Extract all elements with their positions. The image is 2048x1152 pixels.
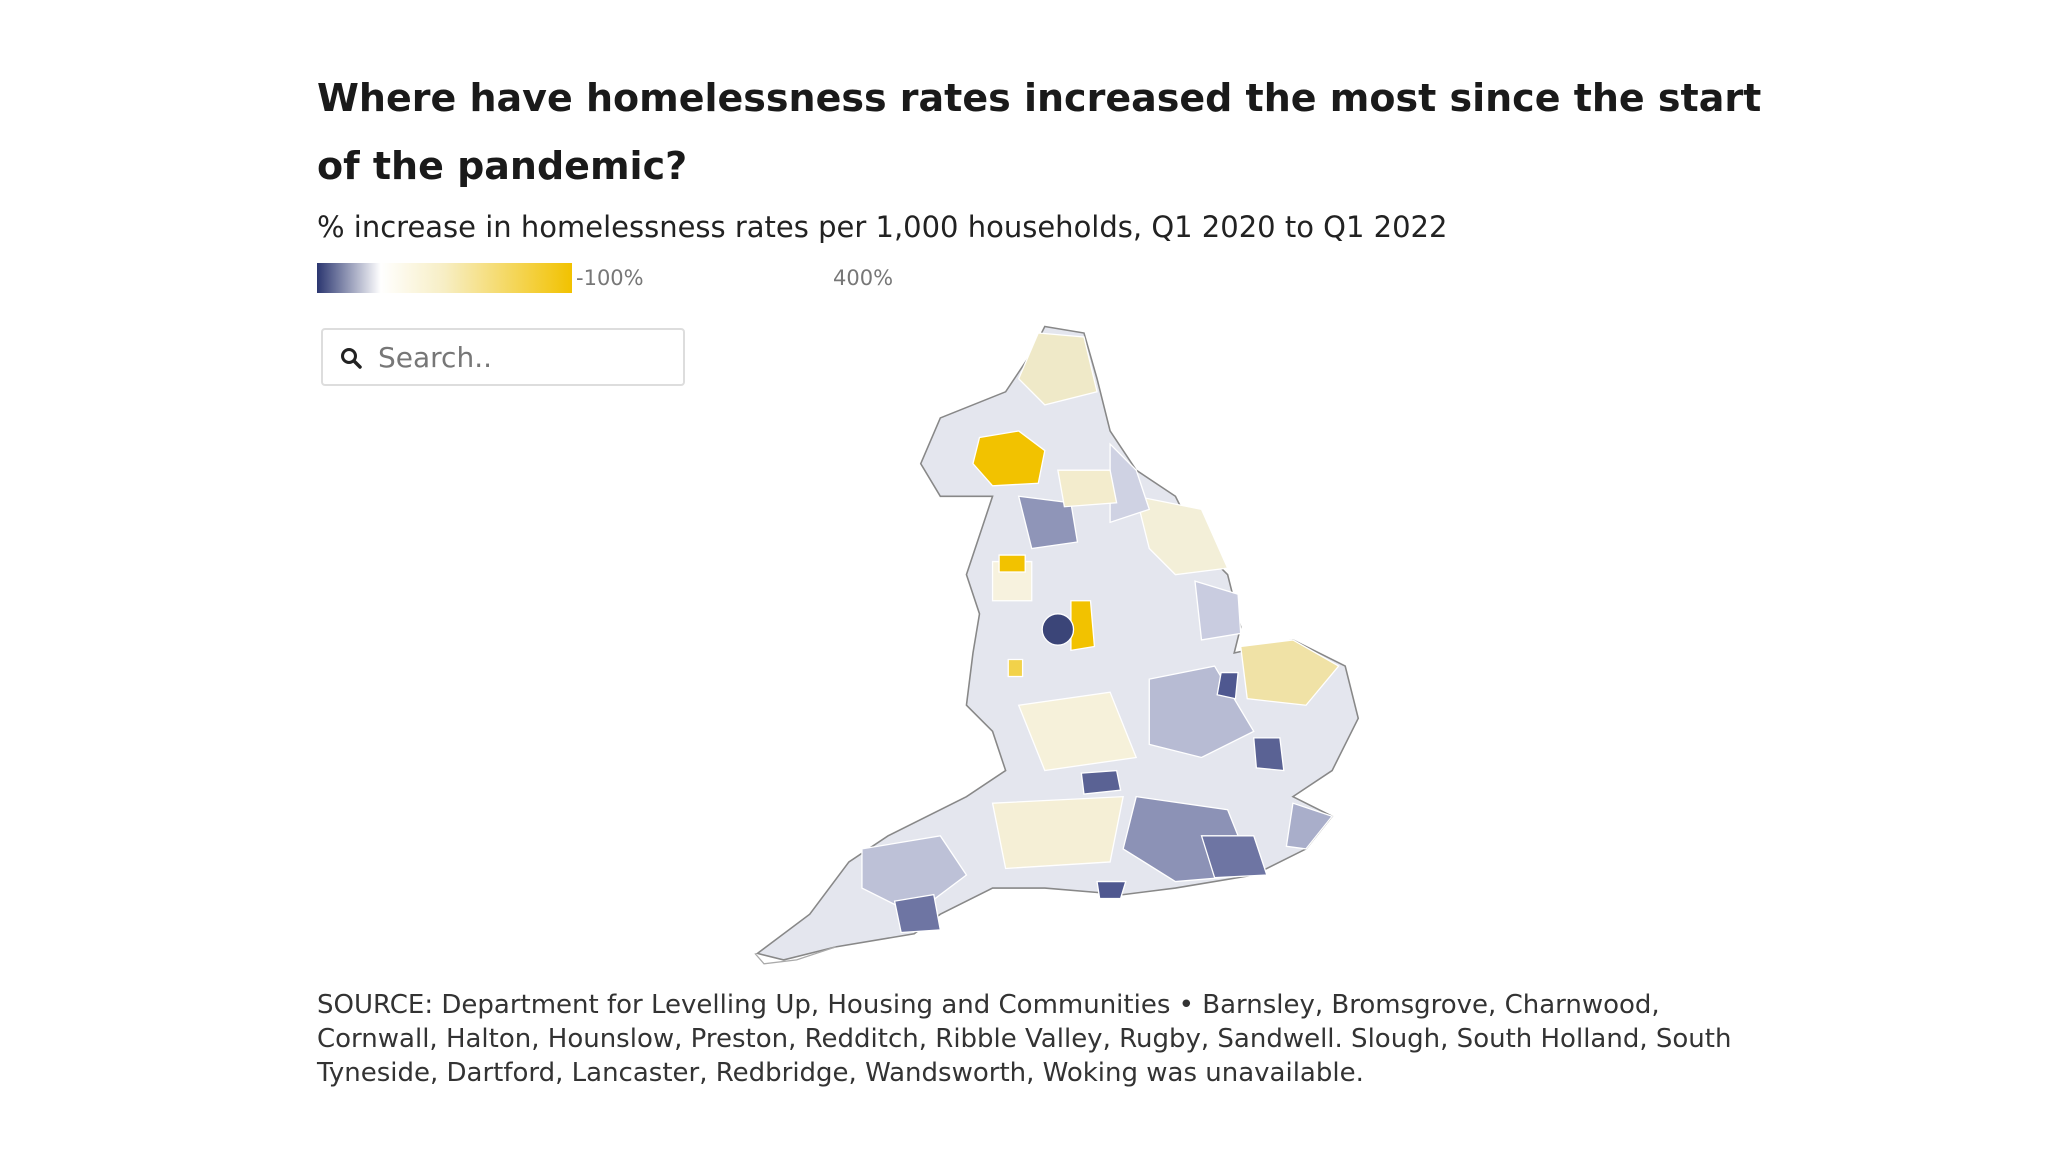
search-box[interactable] (321, 328, 685, 386)
search-icon (341, 348, 362, 369)
legend-min-label: -100% (576, 266, 644, 290)
legend-gradient (317, 263, 572, 293)
map-regions (861, 332, 1340, 934)
legend-max-label: 400% (833, 266, 894, 290)
title: Where have homelessness rates increased … (317, 76, 1762, 188)
map-outline (755, 325, 1360, 961)
source-note: SOURCE: Department for Levelling Up, Hou… (317, 990, 1732, 1088)
subtitle: % increase in homelessness rates per 1,0… (317, 210, 1448, 244)
search-placeholder[interactable]: Search.. (378, 341, 492, 374)
